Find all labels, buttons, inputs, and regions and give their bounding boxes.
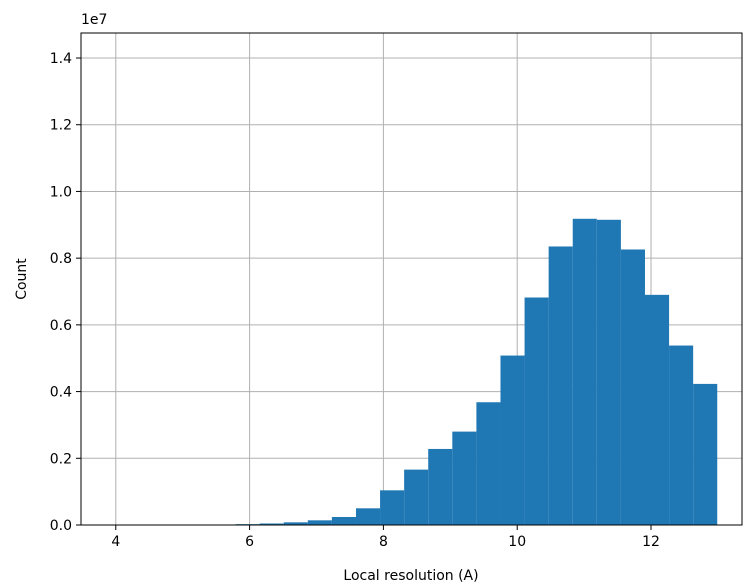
y-tick-label: 0.0 [50, 518, 72, 534]
histogram-bar [500, 355, 525, 525]
y-tick-label: 1.0 [50, 184, 72, 200]
x-axis-label: Local resolution (A) [343, 568, 478, 584]
y-offset-label: 1e7 [81, 12, 107, 28]
histogram-bar [307, 520, 332, 525]
x-tick-label: 6 [245, 534, 254, 550]
histogram-bar [620, 249, 645, 526]
histogram-bar [693, 383, 718, 525]
histogram-bar [476, 402, 501, 525]
x-tick-label: 10 [508, 534, 526, 550]
plot-frame [80, 32, 743, 526]
histogram-bar [596, 219, 621, 525]
histogram-bar [428, 448, 453, 525]
y-tick-label: 1.4 [50, 51, 72, 67]
y-tick-label: 0.4 [50, 385, 72, 401]
histogram-bar [331, 516, 356, 525]
histogram-bar [669, 345, 694, 525]
x-tick-label: 8 [379, 534, 388, 550]
y-tick-label: 1.2 [50, 118, 72, 134]
histogram-bar [380, 490, 405, 525]
histogram-bar [355, 508, 381, 525]
histogram-bar [524, 297, 549, 525]
y-tick-label: 0.8 [50, 251, 72, 267]
y-tick-label: 0.2 [50, 451, 72, 467]
histogram-bar [572, 218, 597, 525]
y-tick-label: 0.6 [50, 318, 72, 334]
x-tick-label: 12 [642, 534, 660, 550]
histogram-bar [548, 246, 573, 525]
histogram-bar [452, 431, 477, 525]
x-axis: 4 6 8 10 12 [111, 525, 660, 550]
y-axis: 0.0 0.2 0.4 0.6 0.8 1.0 1.2 1.4 [50, 51, 81, 534]
bars [163, 218, 718, 526]
histogram-bar [259, 523, 284, 525]
histogram-bar [283, 522, 308, 525]
histogram-bar [404, 469, 429, 525]
histogram-bar [644, 294, 670, 525]
y-axis-label: Count [14, 258, 30, 300]
x-tick-label: 4 [111, 534, 120, 550]
